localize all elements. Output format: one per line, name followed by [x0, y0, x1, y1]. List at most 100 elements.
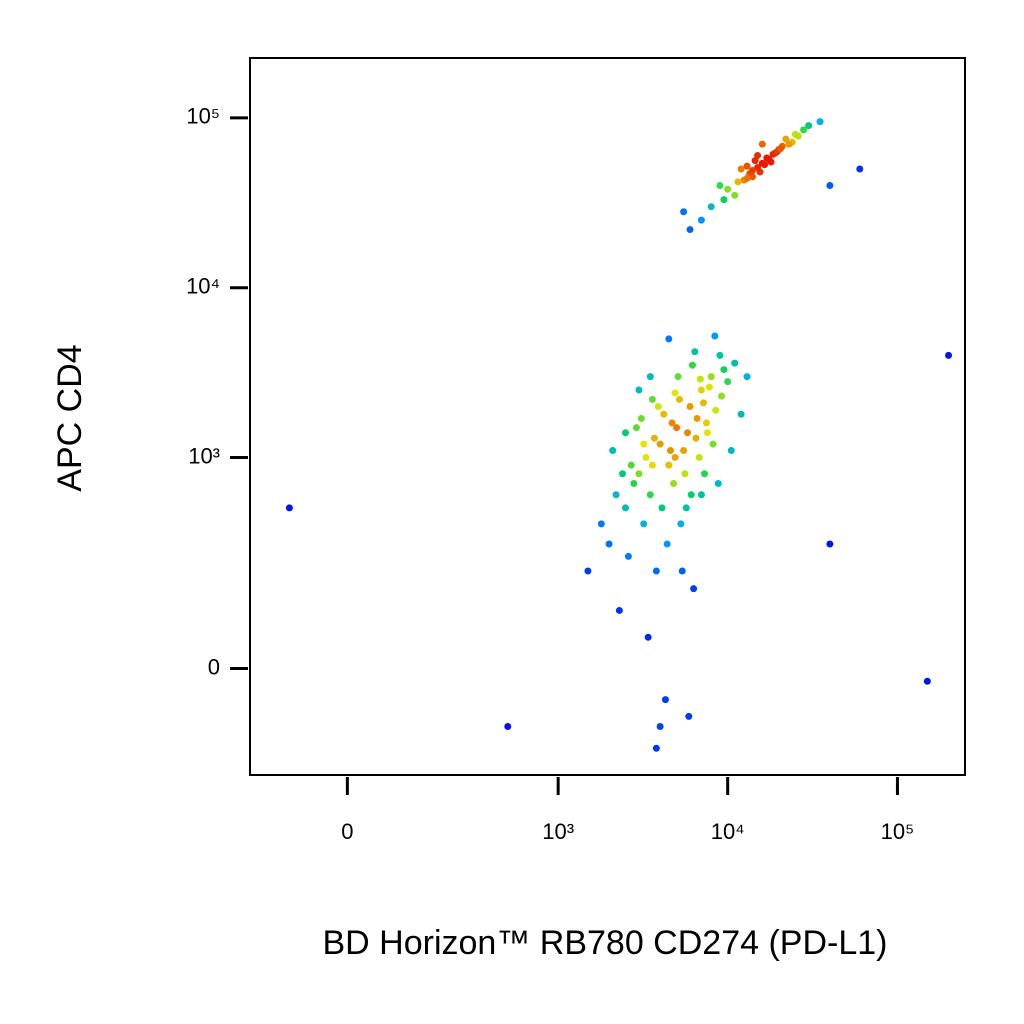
- data-point: [612, 491, 620, 499]
- y-tick-label: 10⁴: [186, 274, 220, 299]
- data-point: [734, 178, 742, 186]
- data-point: [737, 165, 745, 173]
- data-point: [675, 395, 683, 403]
- data-point: [656, 722, 664, 730]
- x-tick-label: 10⁴: [711, 819, 745, 844]
- data-point: [648, 395, 656, 403]
- data-point: [660, 410, 668, 418]
- data-point: [693, 414, 701, 422]
- data-point: [703, 429, 711, 437]
- data-point: [605, 540, 613, 548]
- data-point: [720, 366, 728, 374]
- data-point: [630, 480, 638, 488]
- data-point: [285, 504, 293, 512]
- data-point: [697, 216, 705, 224]
- data-point: [642, 453, 650, 461]
- data-point: [712, 406, 720, 414]
- data-point: [671, 389, 679, 397]
- data-point: [856, 165, 864, 173]
- data-point: [673, 424, 681, 432]
- data-point: [624, 552, 632, 560]
- plot-frame: [249, 57, 966, 776]
- data-point: [709, 440, 717, 448]
- data-point: [622, 429, 630, 437]
- data-point: [923, 677, 931, 685]
- y-tick-label: 10³: [188, 443, 220, 468]
- data-point: [945, 351, 953, 359]
- data-point: [666, 446, 674, 454]
- data-point: [758, 140, 766, 148]
- data-point: [707, 373, 715, 381]
- data-point: [707, 203, 715, 211]
- data-point: [615, 606, 623, 614]
- data-point: [665, 461, 673, 469]
- data-point: [637, 414, 645, 422]
- data-point: [632, 424, 640, 432]
- data-point: [668, 419, 676, 427]
- data-point: [697, 386, 705, 394]
- x-tick-label: 10³: [542, 819, 574, 844]
- data-point: [794, 132, 802, 140]
- data-point: [619, 470, 627, 478]
- data-point: [686, 402, 694, 410]
- data-point: [674, 373, 682, 381]
- points: [285, 118, 953, 752]
- data-point: [800, 126, 808, 134]
- data-point: [688, 361, 696, 369]
- data-point: [646, 373, 654, 381]
- data-point: [677, 520, 685, 528]
- data-point: [635, 470, 643, 478]
- data-point: [671, 453, 679, 461]
- data-point: [816, 118, 824, 126]
- data-point: [640, 440, 648, 448]
- data-point: [727, 446, 735, 454]
- data-point: [650, 434, 658, 442]
- data-point: [695, 453, 703, 461]
- x-axis-label: BD Horizon™ RB780 CD274 (PD-L1): [323, 924, 888, 962]
- data-point: [646, 491, 654, 499]
- data-point: [681, 470, 689, 478]
- data-point: [652, 744, 660, 752]
- data-point: [782, 135, 790, 143]
- data-point: [670, 480, 678, 488]
- y-axis-label: APC CD4: [51, 344, 89, 491]
- data-point: [692, 434, 700, 442]
- x-tick-label: 0: [341, 819, 353, 844]
- data-point: [622, 504, 630, 512]
- data-point: [663, 540, 671, 548]
- data-point: [751, 157, 759, 165]
- data-point: [682, 504, 690, 512]
- data-point: [718, 392, 726, 400]
- data-point: [597, 520, 605, 528]
- data-point: [731, 359, 739, 367]
- data-point: [648, 461, 656, 469]
- data-point: [720, 196, 728, 204]
- data-point: [785, 140, 793, 148]
- data-point: [743, 373, 751, 381]
- data-point: [724, 185, 732, 193]
- data-point: [696, 375, 704, 383]
- data-point: [640, 520, 648, 528]
- data-point: [748, 166, 756, 174]
- data-point: [699, 399, 707, 407]
- data-point: [658, 504, 666, 512]
- data-point: [690, 585, 698, 593]
- data-point: [685, 712, 693, 720]
- data-point: [654, 402, 662, 410]
- data-point: [714, 480, 722, 488]
- data-point: [716, 181, 724, 189]
- data-point: [644, 633, 652, 641]
- data-point: [758, 159, 766, 167]
- data-point: [743, 162, 751, 170]
- data-point: [678, 567, 686, 575]
- data-point: [635, 386, 643, 394]
- data-point: [826, 181, 834, 189]
- data-point: [661, 696, 669, 704]
- data-point: [665, 335, 673, 343]
- y-tick-label: 0: [208, 654, 220, 679]
- data-point: [700, 470, 708, 478]
- data-point: [743, 174, 751, 182]
- data-point: [656, 440, 664, 448]
- data-point: [680, 208, 688, 216]
